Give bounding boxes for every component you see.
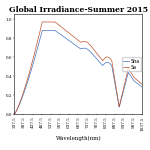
- Sa: [139, 81, 141, 83]
- Sa: [119, 104, 120, 106]
- Sha: [119, 105, 120, 107]
- Sa: [90, 45, 92, 47]
- Line: Sha: Sha: [14, 30, 142, 114]
- Sa: [41, 21, 43, 23]
- Legend: Sha, Sa: Sha, Sa: [122, 57, 141, 71]
- Sha: [142, 86, 143, 88]
- Sha: [83, 47, 85, 49]
- Title: Global Irradiance-Summer 2015: Global Irradiance-Summer 2015: [9, 6, 148, 14]
- Sha: [90, 51, 92, 53]
- Sha: [139, 84, 141, 86]
- Sha: [75, 45, 77, 47]
- Sha: [41, 30, 43, 31]
- Sha: [75, 44, 76, 46]
- Sa: [13, 113, 15, 115]
- Sha: [13, 113, 15, 115]
- Sa: [75, 38, 77, 40]
- Sa: [142, 84, 143, 85]
- Line: Sa: Sa: [14, 22, 142, 114]
- Sa: [75, 37, 76, 39]
- Sa: [83, 40, 85, 42]
- X-axis label: Wavelength(nm): Wavelength(nm): [56, 136, 101, 141]
